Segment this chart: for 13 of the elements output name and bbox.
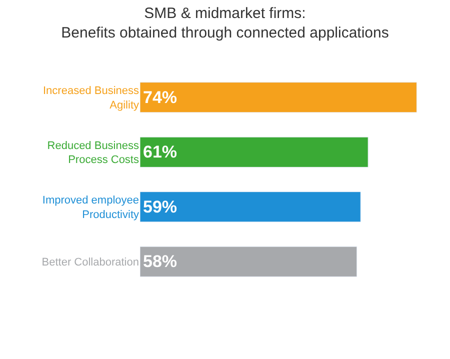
data-label: 74% [143,88,178,107]
y-tick-label: Increased Business Agility [43,85,140,112]
bar [140,192,361,222]
y-tick-label: Better Collaboration [42,256,139,268]
y-tick-label: Reduced Business Process Costs [47,140,140,166]
bar [140,246,358,277]
chart-title: SMB & midmarket firms: Benefits obtained through connected applications [61,4,389,42]
data-label: 58% [143,252,178,272]
y-tick-label: Improved employee Productivity [42,194,140,221]
bar [140,136,368,168]
data-label: 59% [143,197,178,216]
bar [140,82,417,113]
data-label: 61% [143,142,178,162]
